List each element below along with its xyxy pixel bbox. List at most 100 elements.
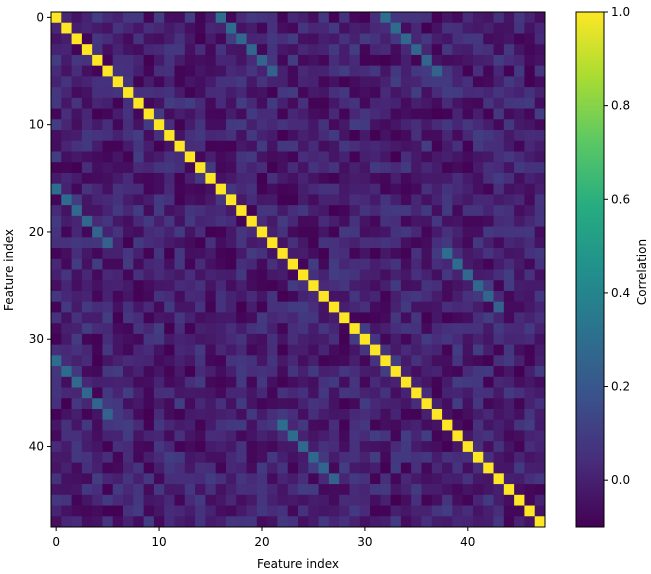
heatmap-cell [112, 215, 124, 227]
heatmap-cell [123, 54, 134, 67]
heatmap-cell [349, 12, 361, 24]
heatmap-cell [308, 54, 319, 67]
heatmap-cell [339, 451, 350, 464]
heatmap-cell [112, 97, 124, 109]
heatmap-cell [112, 451, 124, 464]
heatmap-cell [153, 419, 165, 431]
heatmap-cell [421, 108, 433, 120]
heatmap-cell [524, 494, 536, 506]
heatmap-cell [236, 172, 247, 185]
heatmap-cell [462, 301, 474, 313]
heatmap-cell [123, 430, 134, 442]
heatmap-cell [400, 441, 412, 453]
heatmap-cell [246, 172, 258, 185]
heatmap-cell [61, 344, 72, 356]
heatmap-cell [493, 215, 505, 227]
heatmap-cell [174, 140, 186, 152]
heatmap-cell [349, 484, 361, 496]
heatmap-cell [298, 301, 309, 313]
heatmap-cell [411, 108, 422, 120]
heatmap-cell [400, 22, 412, 34]
heatmap-cell [514, 441, 525, 453]
heatmap-cell [503, 301, 515, 313]
heatmap-cell [256, 387, 268, 399]
heatmap-cell [493, 12, 505, 24]
heatmap-cell [390, 441, 402, 453]
heatmap-cell [318, 237, 330, 249]
heatmap-cell [236, 237, 247, 249]
heatmap-cell [462, 97, 474, 109]
heatmap-cell [370, 237, 381, 249]
heatmap-cell [267, 323, 278, 335]
heatmap-cell [215, 140, 227, 152]
heatmap-cell [195, 172, 206, 185]
heatmap-cell [514, 140, 525, 152]
heatmap-cell [442, 140, 453, 152]
heatmap-cell [524, 237, 536, 249]
heatmap-cell [236, 301, 247, 313]
heatmap-cell [339, 462, 350, 474]
heatmap-cell [81, 237, 93, 249]
heatmap-cell [400, 301, 412, 313]
heatmap-cell [503, 54, 515, 67]
heatmap-cell [195, 376, 206, 388]
heatmap-cell [184, 387, 196, 399]
heatmap-cell [184, 22, 196, 34]
heatmap-cell [287, 248, 299, 260]
heatmap-cell [112, 269, 124, 281]
heatmap-cell [267, 205, 278, 217]
heatmap-cell [390, 484, 402, 496]
heatmap-cell [184, 430, 196, 442]
heatmap-cell [359, 119, 371, 131]
heatmap-cell [133, 301, 145, 313]
heatmap-cell [380, 162, 392, 174]
heatmap-cell [287, 205, 299, 217]
heatmap-cell [277, 473, 289, 485]
heatmap-cell [215, 408, 227, 421]
heatmap-cell [102, 76, 114, 88]
heatmap-cell [164, 430, 175, 442]
heatmap-cell [184, 323, 196, 335]
heatmap-cell [339, 376, 350, 388]
heatmap-cell [174, 119, 186, 131]
heatmap-cell [421, 430, 433, 442]
heatmap-cell [277, 505, 289, 517]
heatmap-cell [153, 451, 165, 464]
heatmap-cell [483, 97, 494, 109]
heatmap-cell [205, 398, 217, 410]
heatmap-cell [421, 333, 433, 346]
heatmap-cell [92, 451, 103, 464]
heatmap-cell [102, 54, 114, 67]
heatmap-cell [328, 119, 340, 131]
heatmap-cell [390, 172, 402, 185]
heatmap-cell [81, 333, 93, 346]
heatmap-cell [421, 194, 433, 206]
heatmap-cell [123, 12, 134, 24]
heatmap-cell [431, 108, 443, 120]
heatmap-cell [236, 151, 247, 163]
heatmap-cell [81, 119, 93, 131]
heatmap-cell [452, 183, 464, 195]
heatmap-cell [133, 258, 145, 270]
heatmap-cell [195, 237, 206, 249]
heatmap-cell [246, 108, 258, 120]
heatmap-cell [112, 140, 124, 152]
heatmap-cell [215, 194, 227, 206]
heatmap-cell [51, 430, 62, 442]
heatmap-cell [431, 312, 443, 324]
heatmap-cell [370, 398, 381, 410]
heatmap-cell [287, 108, 299, 120]
heatmap-cell [225, 33, 237, 45]
heatmap-cell [308, 376, 319, 388]
heatmap-cell [123, 366, 134, 378]
heatmap-cell [225, 301, 237, 313]
heatmap-cell [431, 205, 443, 217]
heatmap-cell [431, 183, 443, 195]
heatmap-cell [503, 226, 515, 238]
heatmap-cell [102, 355, 114, 367]
heatmap-cell [431, 97, 443, 109]
heatmap-cell [431, 484, 443, 496]
heatmap-cell [143, 205, 155, 217]
heatmap-cell [112, 323, 124, 335]
heatmap-cell [472, 12, 484, 24]
